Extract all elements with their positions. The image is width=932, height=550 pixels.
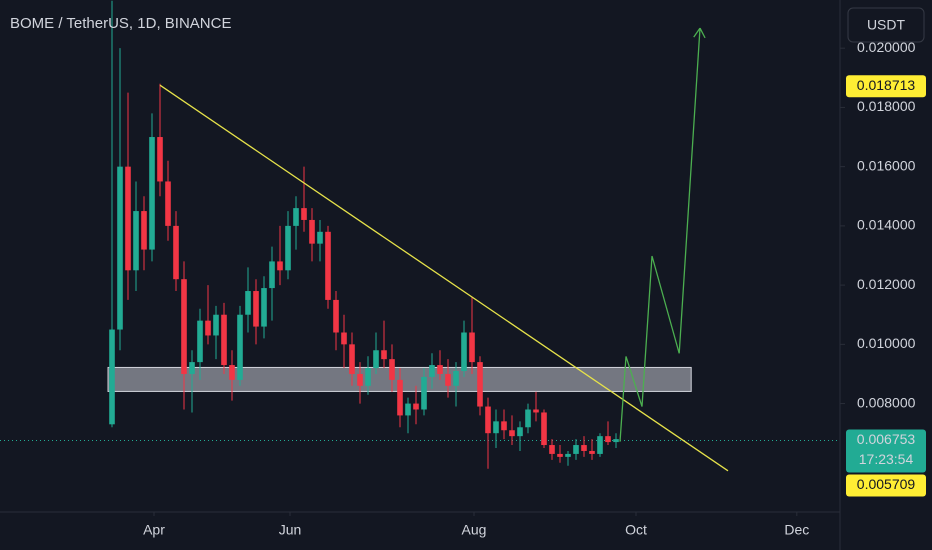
candle-body	[613, 439, 619, 443]
candle-body	[109, 329, 115, 425]
candle-body	[573, 445, 579, 454]
candle-body	[445, 373, 451, 386]
candle-body	[413, 403, 419, 410]
candle-body	[421, 376, 427, 410]
candle-body	[541, 412, 547, 446]
candle-body	[429, 365, 435, 377]
candle-body	[405, 403, 411, 416]
candle-body	[269, 261, 275, 289]
currency-button[interactable]	[847, 7, 925, 43]
candle-body	[389, 359, 395, 380]
candle-body	[221, 314, 227, 366]
candle-body	[189, 362, 195, 374]
chart-title: BOME / TetherUS, 1D, BINANCE	[10, 15, 231, 32]
x-tick-label: Aug	[462, 522, 487, 538]
plot-area	[0, 0, 840, 472]
candle-body	[597, 436, 603, 454]
candle-body	[205, 320, 211, 336]
candle-body	[309, 219, 315, 244]
candle-body	[149, 137, 155, 250]
candle-body	[237, 314, 243, 380]
candle-body	[517, 427, 523, 437]
candle-body	[261, 288, 267, 327]
candle-body	[565, 453, 571, 457]
candle-body	[133, 211, 139, 271]
price-badge	[846, 474, 926, 497]
candle-body	[229, 365, 235, 380]
candle-body	[173, 225, 179, 280]
candle-body	[469, 332, 475, 363]
y-tick-label: 0.008000	[857, 394, 916, 410]
candle-body	[589, 450, 595, 454]
price-badge-label: 0.018713	[857, 77, 916, 93]
countdown-label: 17:23:54	[859, 451, 914, 467]
candle-body	[213, 314, 219, 336]
candle-body	[549, 445, 555, 454]
candle-body	[245, 291, 251, 315]
candle-body	[117, 166, 123, 330]
y-tick-label: 0.020000	[857, 39, 916, 55]
last-price-label: 0.006753	[857, 431, 916, 447]
candle-body	[365, 368, 371, 386]
candle-body	[141, 211, 147, 250]
trendline	[159, 84, 729, 472]
projection-path	[619, 28, 701, 442]
y-tick-label: 0.016000	[857, 157, 916, 173]
x-tick-label: Oct	[625, 522, 647, 538]
candle-body	[253, 291, 259, 327]
candle-body	[317, 231, 323, 244]
candle-body	[301, 208, 307, 220]
candle-body	[461, 332, 467, 371]
candle-body	[181, 279, 187, 374]
candle-body	[381, 350, 387, 360]
y-tick-label: 0.012000	[857, 276, 916, 292]
x-tick-label: Jun	[279, 522, 302, 538]
candle-body	[493, 421, 499, 434]
candle-body	[325, 231, 331, 300]
candle-body	[285, 225, 291, 271]
candle-body	[333, 299, 339, 333]
candle-body	[397, 379, 403, 416]
x-tick-label: Apr	[143, 522, 165, 538]
price-badge-label: 0.005709	[857, 476, 916, 492]
currency-label[interactable]: USDT	[867, 17, 906, 33]
candle-body	[605, 436, 611, 443]
candle-body	[357, 373, 363, 386]
candle-body	[341, 332, 347, 345]
candle-body	[557, 453, 563, 457]
candle-body	[509, 430, 515, 437]
y-tick-label: 0.018000	[857, 98, 916, 114]
x-tick-label: Dec	[784, 522, 809, 538]
candle-body	[349, 344, 355, 374]
candle-body	[197, 320, 203, 363]
candle-body	[125, 166, 131, 271]
candle-body	[453, 370, 459, 386]
candle-body	[293, 208, 299, 226]
last-price-badge	[846, 429, 926, 473]
candle-body	[501, 421, 507, 431]
candle-body	[581, 445, 587, 451]
candle-body	[373, 350, 379, 369]
projection-arrowhead	[693, 27, 706, 39]
candle-body	[277, 261, 283, 271]
candle-body	[157, 137, 163, 182]
candle-body	[533, 409, 539, 413]
candle-body	[485, 406, 491, 434]
price-badge	[846, 75, 926, 98]
candle-body	[165, 181, 171, 226]
candle-body	[437, 365, 443, 374]
candle-body	[477, 362, 483, 407]
y-tick-label: 0.014000	[857, 217, 916, 233]
candle-body	[525, 409, 531, 428]
y-tick-label: 0.010000	[857, 335, 916, 351]
